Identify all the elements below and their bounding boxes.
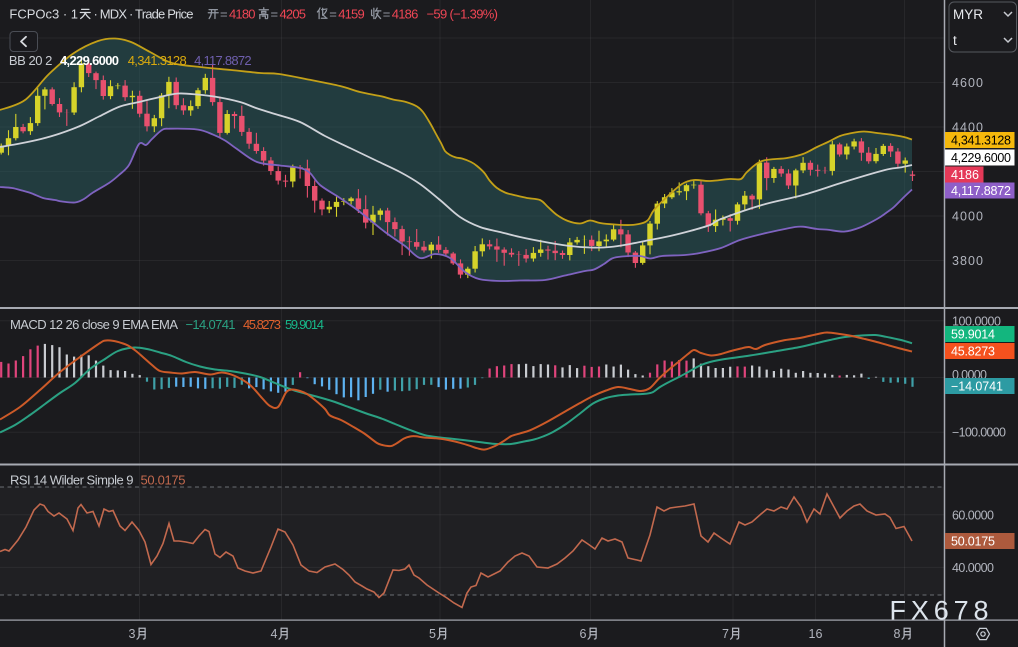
svg-text:4,229.6000: 4,229.6000 [60,53,119,68]
svg-text:4400: 4400 [952,121,983,135]
svg-text:5: 5 [429,627,436,641]
svg-text:MACD 12 26 close 9 EMA EMA: MACD 12 26 close 9 EMA EMA [10,317,178,332]
svg-text:−14.0741: −14.0741 [186,317,236,332]
svg-text:8: 8 [894,627,901,641]
svg-text:BB 20 2: BB 20 2 [9,53,53,68]
svg-text:t: t [953,33,957,48]
svg-text:4,117.8872: 4,117.8872 [194,53,252,68]
svg-text:4600: 4600 [952,76,983,90]
svg-text:MYR: MYR [953,7,983,22]
svg-text:45.8273: 45.8273 [951,345,995,359]
svg-text:50.0175: 50.0175 [141,473,186,488]
svg-text:4186: 4186 [951,168,979,182]
svg-text:−14.0741: −14.0741 [951,380,1003,394]
svg-text:=: = [329,7,337,22]
svg-text:RSI 14 Wilder Simple 9: RSI 14 Wilder Simple 9 [10,473,134,488]
svg-text:45.8273: 45.8273 [243,317,281,332]
svg-text:40.0000: 40.0000 [952,561,994,575]
svg-text:−59 (−1.39%): −59 (−1.39%) [427,7,499,22]
svg-text:7: 7 [722,627,729,641]
svg-text:4,341.3128: 4,341.3128 [128,53,187,68]
svg-text:=: = [220,7,228,22]
svg-text:4: 4 [271,627,278,641]
svg-text:50.0175: 50.0175 [951,535,995,549]
svg-text:4180: 4180 [229,7,256,22]
svg-text:4,117.8872: 4,117.8872 [951,184,1011,198]
svg-text:3800: 3800 [952,254,983,268]
svg-text:FCPOc3 · 1: FCPOc3 · 1 [9,7,78,22]
svg-text:3: 3 [129,627,136,641]
svg-text:=: = [383,7,391,22]
svg-text:100.0000: 100.0000 [952,314,1001,328]
svg-text:4,229.6000: 4,229.6000 [951,151,1011,165]
svg-text:FX678: FX678 [890,596,989,626]
svg-text:4159: 4159 [338,7,365,22]
svg-text:16: 16 [809,627,823,641]
svg-text:−100.0000: −100.0000 [952,426,1006,440]
svg-text:59.9014: 59.9014 [951,328,995,342]
svg-text:=: = [271,7,279,22]
svg-text:59.9014: 59.9014 [285,317,324,332]
svg-text:4000: 4000 [952,210,983,224]
svg-text:60.0000: 60.0000 [952,508,994,522]
svg-text:· MDX · Trade Price: · MDX · Trade Price [94,7,194,22]
svg-text:4186: 4186 [392,7,419,22]
svg-text:4,341.3128: 4,341.3128 [951,134,1011,148]
svg-text:6: 6 [580,627,587,641]
svg-text:4205: 4205 [280,7,307,22]
